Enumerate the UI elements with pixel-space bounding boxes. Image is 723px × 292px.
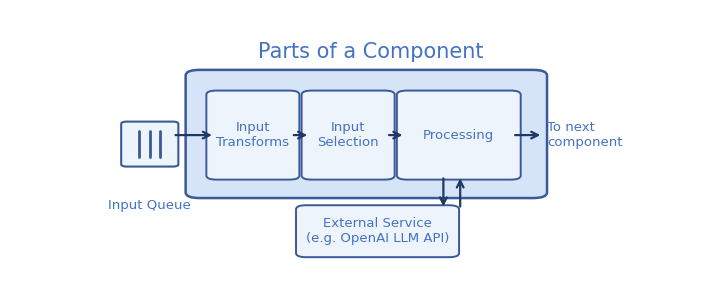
FancyBboxPatch shape bbox=[121, 121, 179, 166]
Text: Input
Selection: Input Selection bbox=[317, 121, 379, 149]
Text: Parts of a Component: Parts of a Component bbox=[258, 42, 483, 62]
Text: Input
Transforms: Input Transforms bbox=[216, 121, 289, 149]
FancyBboxPatch shape bbox=[397, 91, 521, 180]
Text: External Service
(e.g. OpenAI LLM API): External Service (e.g. OpenAI LLM API) bbox=[306, 217, 449, 245]
Text: To next
component: To next component bbox=[547, 121, 623, 149]
FancyBboxPatch shape bbox=[186, 70, 547, 198]
FancyBboxPatch shape bbox=[301, 91, 395, 180]
Text: Input Queue: Input Queue bbox=[108, 199, 191, 212]
FancyBboxPatch shape bbox=[206, 91, 299, 180]
Text: Processing: Processing bbox=[423, 128, 495, 142]
FancyBboxPatch shape bbox=[296, 205, 459, 257]
